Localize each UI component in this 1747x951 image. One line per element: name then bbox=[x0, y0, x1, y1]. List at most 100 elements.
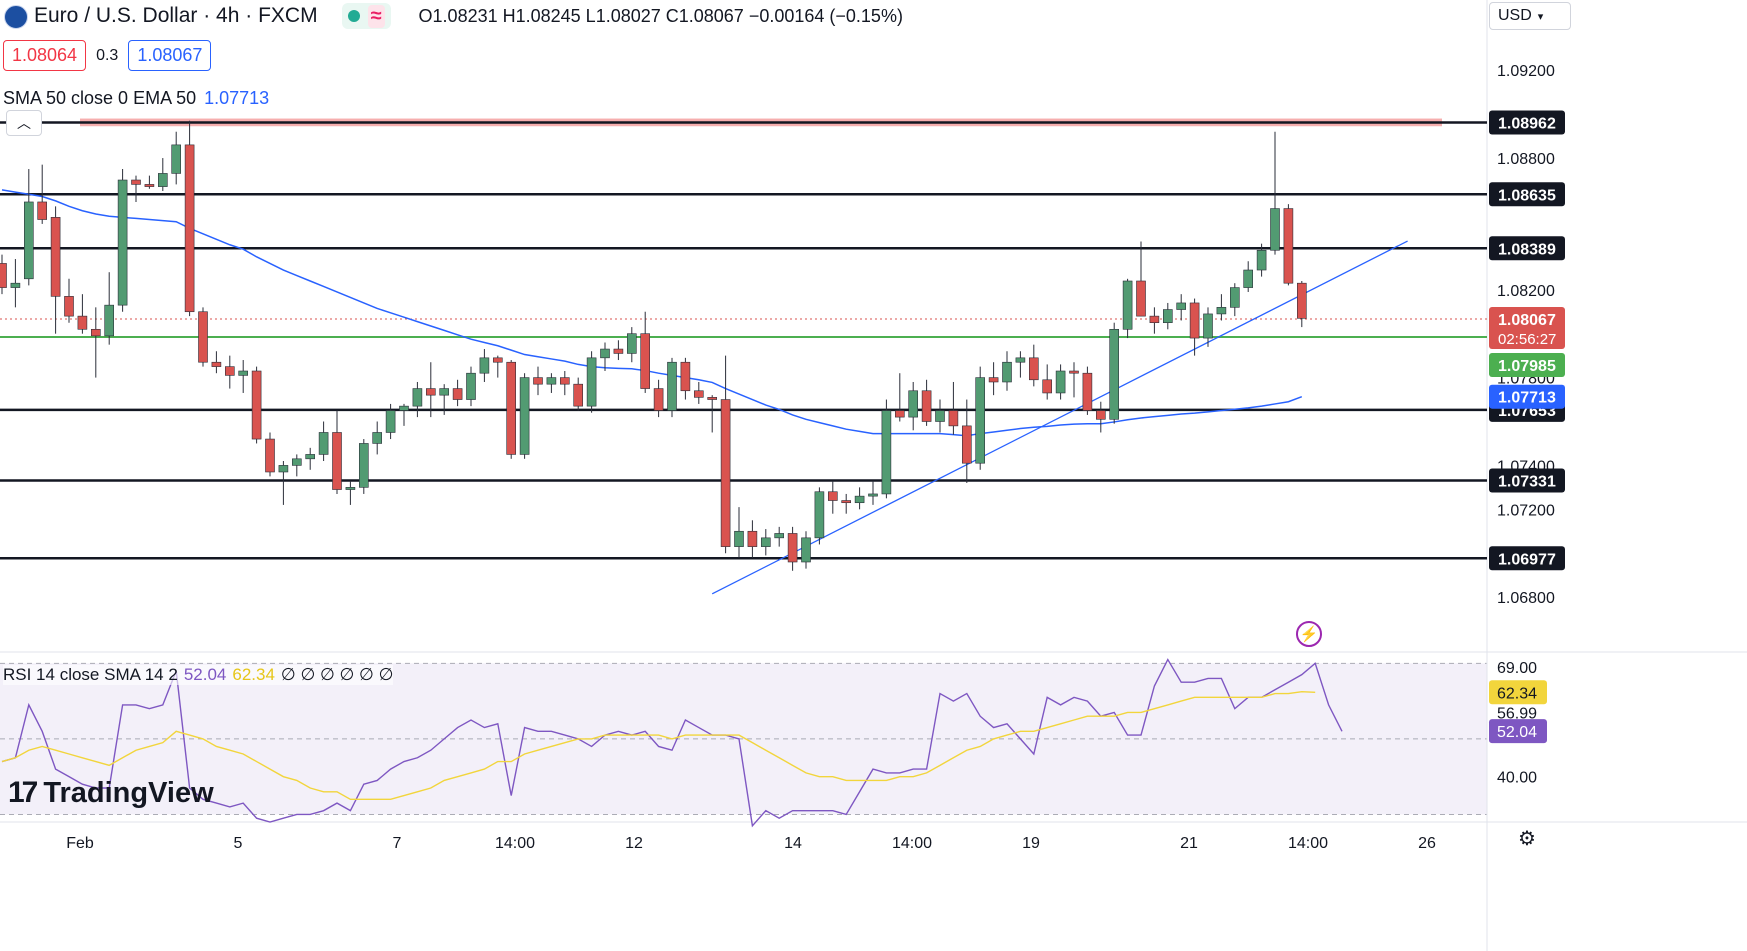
candle-up bbox=[104, 304, 114, 337]
candle-down bbox=[573, 383, 584, 407]
rsi-badge-label: 52.04 bbox=[1497, 724, 1537, 741]
candle-up bbox=[935, 410, 945, 422]
lightning-icon[interactable]: ⚡ bbox=[1296, 621, 1322, 647]
indicator-label: SMA 50 close 0 EMA 50 bbox=[3, 88, 197, 108]
level-badge-label: 1.07331 bbox=[1498, 474, 1556, 491]
level-badge bbox=[1489, 110, 1565, 135]
candle-up bbox=[814, 491, 825, 539]
candle-up bbox=[626, 333, 637, 354]
candle-up bbox=[1256, 249, 1267, 271]
sell-button[interactable]: 1.08064 bbox=[3, 40, 87, 71]
currency-selector[interactable]: USD ▾ bbox=[1489, 2, 1571, 30]
candle-down bbox=[653, 388, 664, 411]
market-status[interactable]: ≈ bbox=[341, 3, 391, 29]
candle-up bbox=[385, 410, 396, 433]
candle-down bbox=[827, 491, 838, 501]
candle-up bbox=[1163, 309, 1173, 324]
candle-up bbox=[975, 377, 986, 464]
candle-down bbox=[894, 410, 905, 418]
trend-line bbox=[711, 240, 1408, 595]
indicator-value: 1.07713 bbox=[204, 88, 270, 108]
currency-label: USD bbox=[1498, 7, 1532, 24]
candle-down bbox=[1082, 372, 1093, 411]
candle-down bbox=[506, 361, 517, 455]
candle-up bbox=[1109, 328, 1119, 420]
candle-down bbox=[921, 390, 932, 422]
candle-down bbox=[1149, 315, 1160, 324]
candle-down bbox=[184, 144, 195, 313]
candle-up bbox=[158, 173, 168, 187]
bid-ask-panel: 1.08064 0.3 1.08067 bbox=[3, 40, 212, 71]
price-tick-label: 1.08200 bbox=[1497, 283, 1555, 300]
rsi-legend[interactable]: RSI 14 close SMA 14 2 52.04 62.34 ∅ ∅ ∅ ∅ ∅… bbox=[3, 665, 394, 685]
candle-up bbox=[1203, 313, 1213, 339]
candle-down bbox=[988, 377, 999, 383]
candle-down bbox=[50, 217, 61, 297]
spread-value: 0.3 bbox=[96, 46, 119, 64]
rsi-axis-label: 40.00 bbox=[1497, 770, 1537, 787]
price-tick-label: 1.08800 bbox=[1497, 151, 1555, 168]
candle-down bbox=[948, 410, 959, 427]
candle-down bbox=[425, 388, 436, 396]
candle-up bbox=[466, 372, 476, 400]
candle-up bbox=[1122, 280, 1133, 330]
level-badge-label: 1.08389 bbox=[1498, 241, 1556, 258]
candle-down bbox=[961, 425, 972, 464]
indicator-legend[interactable]: SMA 50 close 0 EMA 50 1.07713 bbox=[3, 88, 269, 109]
tradingview-logo[interactable]: 17 TradingView bbox=[8, 776, 214, 810]
candle-down bbox=[211, 361, 222, 367]
candle-up bbox=[372, 432, 383, 444]
rsi-sma-value: 62.34 bbox=[232, 665, 275, 684]
price-tick-label: 1.06800 bbox=[1497, 590, 1555, 607]
x-tick-label: 7 bbox=[393, 835, 402, 852]
candle-down bbox=[0, 263, 7, 288]
ohlc-readout: O1.08231 H1.08245 L1.08027 C1.08067 −0.0… bbox=[418, 5, 903, 26]
last-price-badge bbox=[1489, 306, 1565, 349]
x-tick-label: 21 bbox=[1180, 835, 1198, 852]
candle-up bbox=[10, 282, 21, 288]
buy-button[interactable]: 1.08067 bbox=[128, 40, 212, 71]
candle-down bbox=[91, 328, 101, 337]
support-badge-label: 1.07985 bbox=[1498, 358, 1556, 375]
candle-down bbox=[1189, 302, 1200, 339]
candle-up bbox=[1015, 357, 1026, 363]
candle-up bbox=[1230, 287, 1240, 308]
candle-up bbox=[1270, 208, 1280, 251]
rsi-sma-line bbox=[1, 690, 1316, 801]
candle-up bbox=[1216, 307, 1227, 315]
x-tick-label: 14:00 bbox=[495, 835, 535, 852]
candle-up bbox=[1055, 370, 1066, 394]
tradingview-icon: 17 bbox=[8, 776, 38, 809]
candle-up bbox=[519, 377, 530, 455]
candle-up bbox=[586, 357, 597, 407]
candle-down bbox=[707, 397, 718, 400]
candle-down bbox=[1096, 410, 1106, 420]
candle-up bbox=[734, 530, 744, 547]
candle-down bbox=[1297, 282, 1307, 319]
rsi-sma-badge-label: 62.34 bbox=[1497, 685, 1537, 702]
symbol-title[interactable]: Euro / U.S. Dollar · 4h · FXCM bbox=[34, 4, 318, 27]
candle-up bbox=[774, 533, 785, 539]
candle-up bbox=[399, 405, 409, 411]
candle-up bbox=[238, 370, 248, 376]
candle-up bbox=[801, 537, 811, 563]
candle-down bbox=[37, 201, 48, 220]
x-tick-label: 19 bbox=[1022, 835, 1040, 852]
rsi-line bbox=[1, 658, 1343, 828]
candle-up bbox=[345, 487, 356, 490]
candle-up bbox=[278, 465, 289, 473]
x-tick-label: 14:00 bbox=[892, 835, 932, 852]
eur-usd-flag-icon bbox=[4, 5, 28, 29]
candle-down bbox=[533, 377, 543, 385]
candle-down bbox=[1069, 370, 1079, 374]
candle-down bbox=[787, 533, 798, 563]
level-badge-label: 1.08962 bbox=[1498, 115, 1556, 132]
level-badge bbox=[1489, 468, 1565, 493]
x-tick-label: 12 bbox=[625, 835, 643, 852]
collapse-legend-button[interactable]: ︿ bbox=[6, 110, 42, 136]
candle-down bbox=[1029, 357, 1039, 381]
candle-down bbox=[1283, 208, 1294, 284]
settings-gear-icon[interactable]: ⚙ bbox=[1518, 828, 1536, 850]
ema-line bbox=[1, 189, 1303, 437]
